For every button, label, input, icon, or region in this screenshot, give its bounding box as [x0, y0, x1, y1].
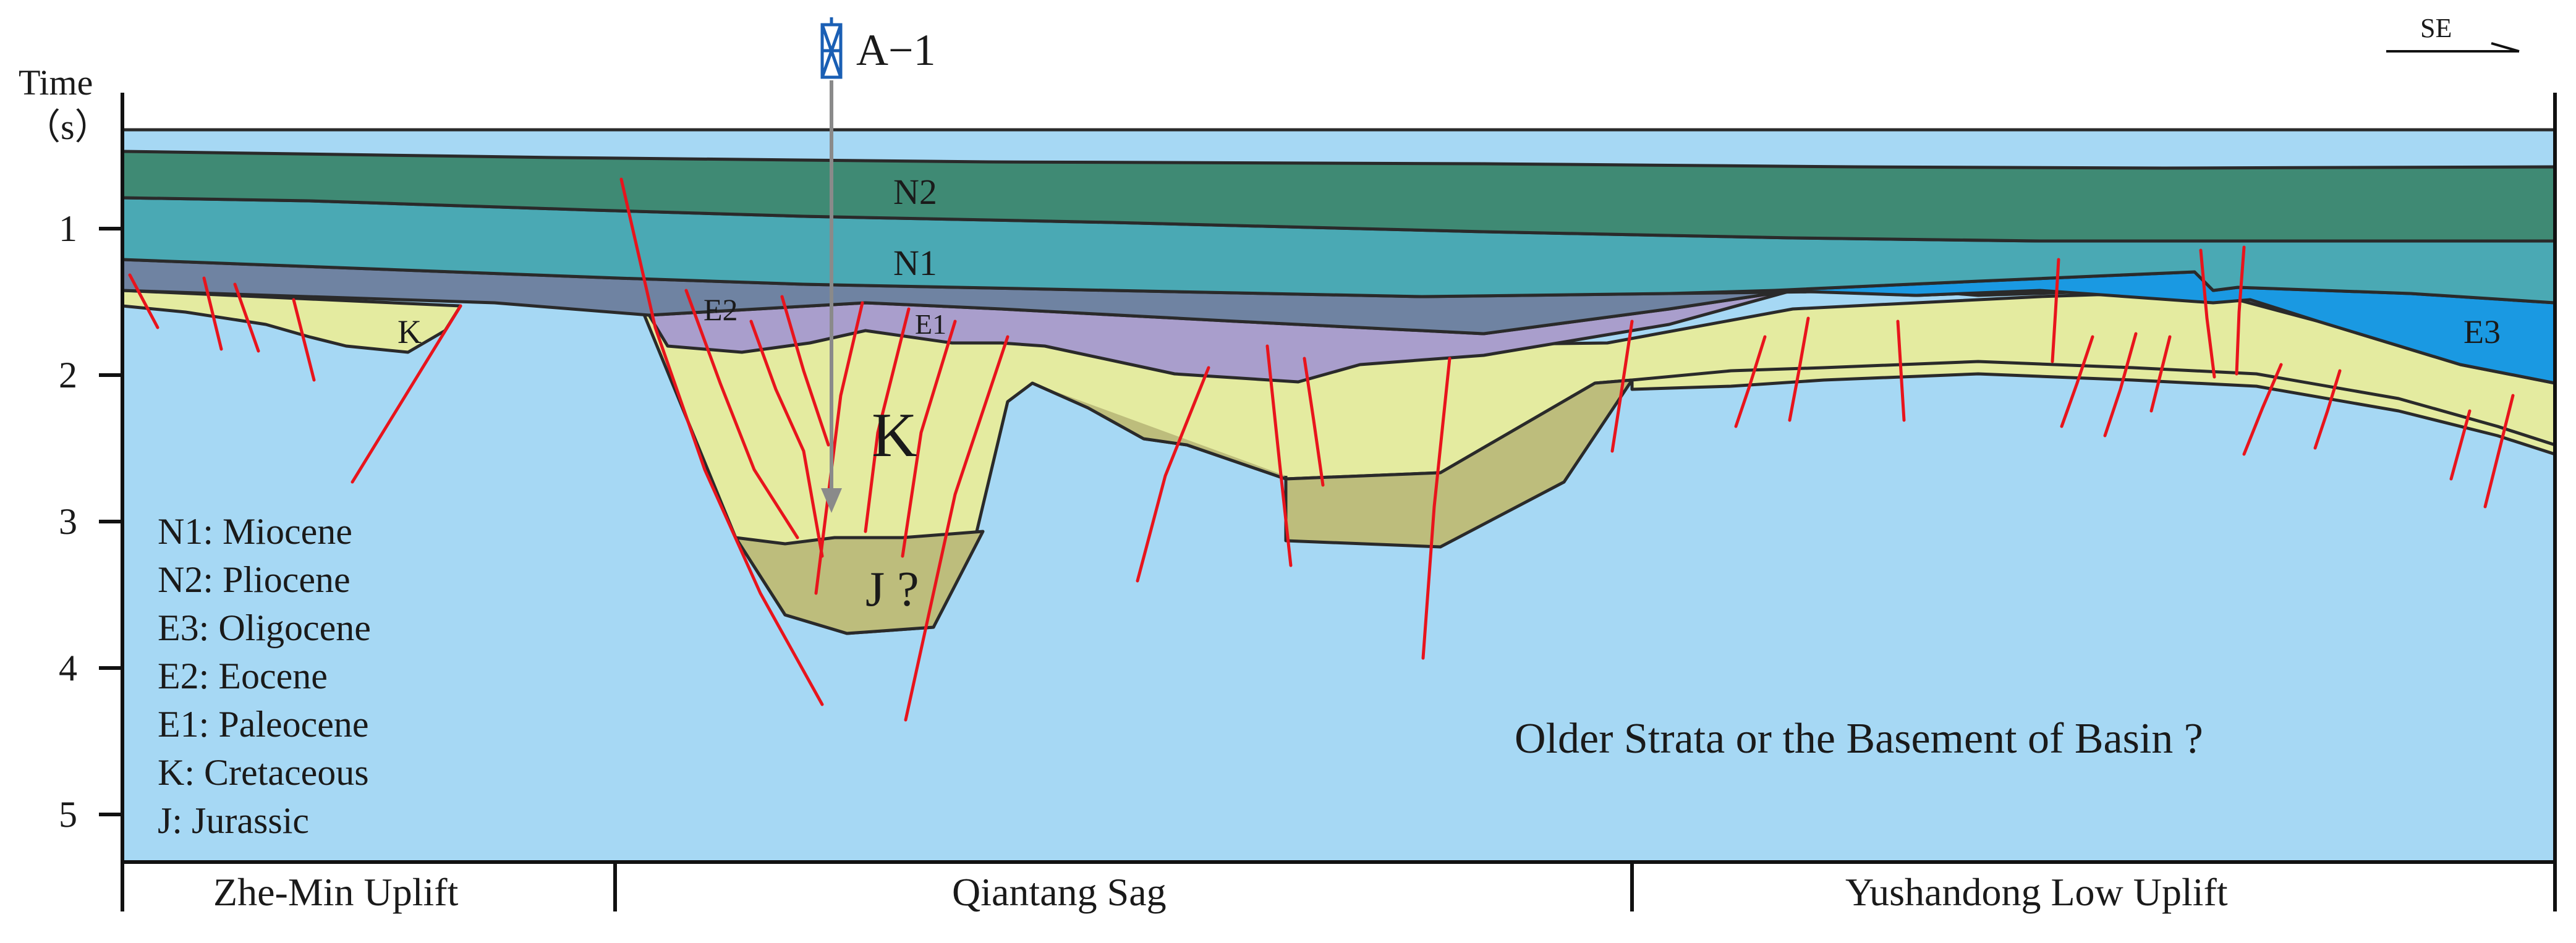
fault [684, 289, 799, 539]
fault [2149, 335, 2172, 413]
fault [2199, 248, 2216, 379]
fault [233, 282, 260, 353]
fault [901, 319, 957, 558]
axis-tick-label: 2 [59, 355, 77, 395]
fault [202, 276, 223, 351]
arrow-right-icon [2491, 42, 2520, 53]
fault [2060, 335, 2094, 428]
strata-labels: N2 N1 E2 E1 E3 K K J ? [397, 172, 2501, 617]
axis-tick-label: 1 [59, 208, 77, 249]
time-axis: Time （s） 1 2 3 4 5 [19, 62, 124, 862]
well-name: A−1 [856, 25, 936, 75]
jurassic-layer-qiantang [734, 530, 985, 635]
axis-tick-label: 5 [59, 794, 77, 835]
fault [292, 298, 316, 382]
fault [351, 304, 462, 484]
fault [814, 301, 864, 595]
legend-item: E1: Paleocene [158, 704, 369, 745]
label-e2: E2 [704, 292, 738, 327]
fault [904, 335, 1010, 722]
fault [128, 273, 159, 329]
fault [780, 295, 830, 447]
fault [1303, 357, 1325, 487]
fault [2103, 332, 2138, 438]
well-a1: A−1 [820, 17, 936, 513]
fault [1421, 357, 1452, 660]
fault [2051, 258, 2060, 363]
zone-bar: Zhe-Min Uplift Qiantang Sag Yushandong L… [121, 860, 2557, 914]
label-k-small: K [397, 313, 422, 350]
legend-item: N2: Pliocene [158, 559, 351, 600]
legend-item: J: Jurassic [158, 800, 309, 841]
fault [1610, 319, 1634, 453]
axis-tick-label: 3 [59, 501, 77, 542]
fault [2242, 363, 2283, 456]
legend-item: E3: Oligocene [158, 607, 371, 648]
fault [1136, 366, 1210, 583]
label-n1: N1 [893, 243, 937, 283]
legend-item: K: Cretaceous [158, 752, 369, 793]
basement-note: Older Strata or the Basement of Basin ? [1515, 715, 2203, 763]
fault-lines [128, 177, 2515, 722]
axis-tick-labels: 1 2 3 4 5 [59, 208, 77, 835]
zone-label-qiantang: Qiantang Sag [952, 870, 1167, 914]
legend: N1: Miocene N2: Pliocene E3: Oligocene E… [158, 511, 371, 841]
axis-title: Time [19, 62, 93, 103]
zone-label-yushandong: Yushandong Low Uplift [1845, 870, 2228, 914]
label-j: J ? [865, 562, 919, 617]
fault [2483, 394, 2515, 509]
legend-item: N1: Miocene [158, 511, 352, 552]
fault [2449, 409, 2472, 481]
zone-label-zhemin: Zhe-Min Uplift [213, 870, 459, 914]
fault [1788, 316, 1810, 422]
legend-item: E2: Eocene [158, 656, 328, 696]
fault [2313, 369, 2342, 450]
label-n2: N2 [893, 172, 937, 212]
fault [1896, 319, 1906, 422]
derrick-icon [820, 17, 843, 79]
jurassic-layer-central [1031, 378, 1634, 549]
axis-tick-label: 4 [59, 648, 77, 688]
n2-pliocene-layer [121, 150, 2557, 243]
fault [749, 319, 824, 558]
fault [1734, 335, 1767, 428]
label-k-big: K [872, 400, 917, 470]
direction-indicator: SE [2386, 13, 2520, 53]
fault [864, 307, 911, 533]
axis-unit: （s） [25, 107, 111, 147]
label-e3: E3 [2463, 313, 2501, 350]
direction-label: SE [2420, 13, 2452, 43]
fault [2235, 245, 2246, 376]
label-e1: E1 [915, 308, 946, 340]
axis-ticks [99, 227, 122, 816]
well-arrow-head [821, 488, 842, 513]
fault [619, 177, 824, 706]
fault [1265, 344, 1293, 567]
